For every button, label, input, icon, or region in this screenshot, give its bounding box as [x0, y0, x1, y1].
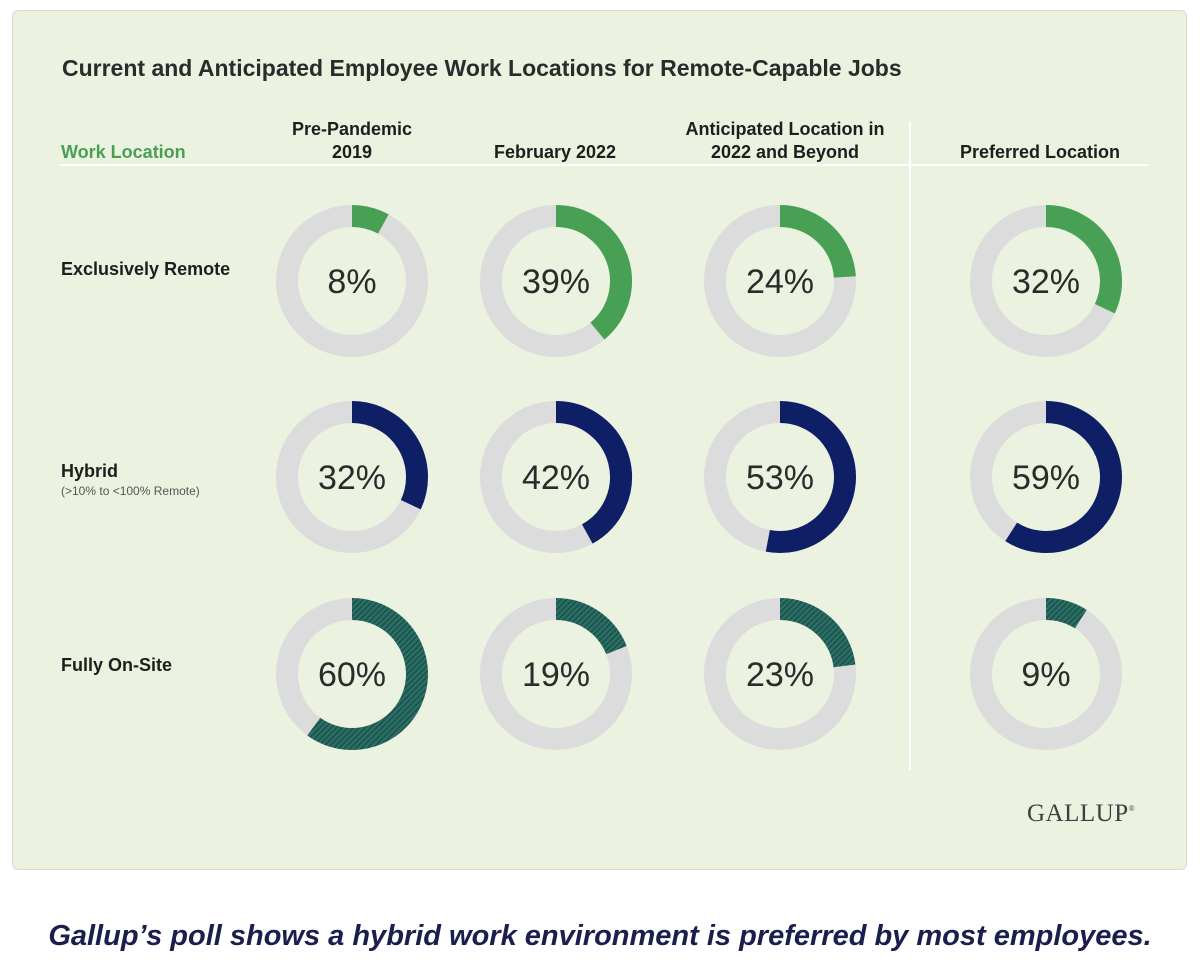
donut-fully-on-site-pre-pandemic-2019: 60%: [276, 598, 428, 750]
donut-segment: [1045, 598, 1087, 629]
donut-value-label: 60%: [318, 656, 386, 694]
column-header-preferred: Preferred Location: [950, 141, 1130, 164]
column-header-february-2022: February 2022: [475, 141, 635, 164]
column-divider: [909, 122, 911, 770]
donut-segment: [555, 205, 632, 340]
row-label-hybrid: Hybrid: [61, 461, 119, 481]
row-label-fully-on-site: Fully On-Site: [61, 655, 173, 675]
donut-segment: [779, 205, 856, 279]
donut-value-label: 8%: [327, 263, 376, 301]
donut-exclusively-remote-preferred: 32%: [970, 205, 1122, 357]
donut-segment: [555, 598, 627, 655]
donut-hybrid-anticipated: 53%: [704, 401, 856, 553]
donut-segment: [1045, 205, 1122, 314]
donut-segment: [351, 401, 428, 510]
caption: Gallup’s poll shows a hybrid work enviro…: [48, 920, 1152, 952]
donut-value-label: 32%: [318, 459, 386, 497]
donut-value-label: 39%: [522, 263, 590, 301]
trademark: ®: [1128, 804, 1136, 813]
donut-hybrid-february-2022: 42%: [480, 401, 632, 553]
donut-segment: [779, 598, 856, 668]
donut-segment: [765, 401, 856, 553]
donut-exclusively-remote-pre-pandemic-2019: 8%: [276, 205, 428, 357]
column-header-line: 2022 and Beyond: [710, 142, 860, 162]
column-header-line: Preferred Location: [959, 142, 1121, 162]
donut-segment: [307, 598, 428, 750]
donut-value-label: 9%: [1021, 656, 1070, 694]
column-header-line: February 2022: [493, 142, 617, 162]
row-sublabel-hybrid: (>10% to <100% Remote): [61, 484, 200, 498]
donut-value-label: 53%: [746, 459, 814, 497]
source-text: GALLUP: [1027, 800, 1129, 827]
donut-exclusively-remote-anticipated: 24%: [704, 205, 856, 357]
header-divider: [60, 164, 1148, 166]
donut-value-label: 19%: [522, 656, 590, 694]
donut-hybrid-preferred: 59%: [970, 401, 1122, 553]
row-label-exclusively-remote: Exclusively Remote: [61, 259, 231, 279]
donut-fully-on-site-preferred: 9%: [970, 598, 1122, 750]
column-header-line: Pre-Pandemic: [291, 119, 413, 139]
donut-value-label: 23%: [746, 656, 814, 694]
donut-exclusively-remote-february-2022: 39%: [480, 205, 632, 357]
gallup-logo: GALLUP®: [1027, 800, 1135, 828]
donut-fully-on-site-february-2022: 19%: [480, 598, 632, 750]
column-header-anticipated: Anticipated Location in 2022 and Beyond: [660, 118, 910, 164]
donut-value-label: 42%: [522, 459, 590, 497]
work-location-header: Work Location: [61, 142, 186, 162]
donut-segment: [1005, 401, 1122, 553]
donut-fully-on-site-anticipated: 23%: [704, 598, 856, 750]
donut-hybrid-pre-pandemic-2019: 32%: [276, 401, 428, 553]
donut-segment: [555, 401, 632, 544]
column-header-pre-pandemic: Pre-Pandemic 2019: [272, 118, 432, 164]
column-header-line: Anticipated Location in: [685, 119, 885, 139]
column-header-line: 2019: [331, 142, 373, 162]
chart-title: Current and Anticipated Employee Work Lo…: [62, 55, 902, 81]
donut-segment: [351, 205, 389, 234]
donut-value-label: 24%: [746, 263, 814, 301]
donut-value-label: 32%: [1012, 263, 1080, 301]
donut-value-label: 59%: [1012, 459, 1080, 497]
